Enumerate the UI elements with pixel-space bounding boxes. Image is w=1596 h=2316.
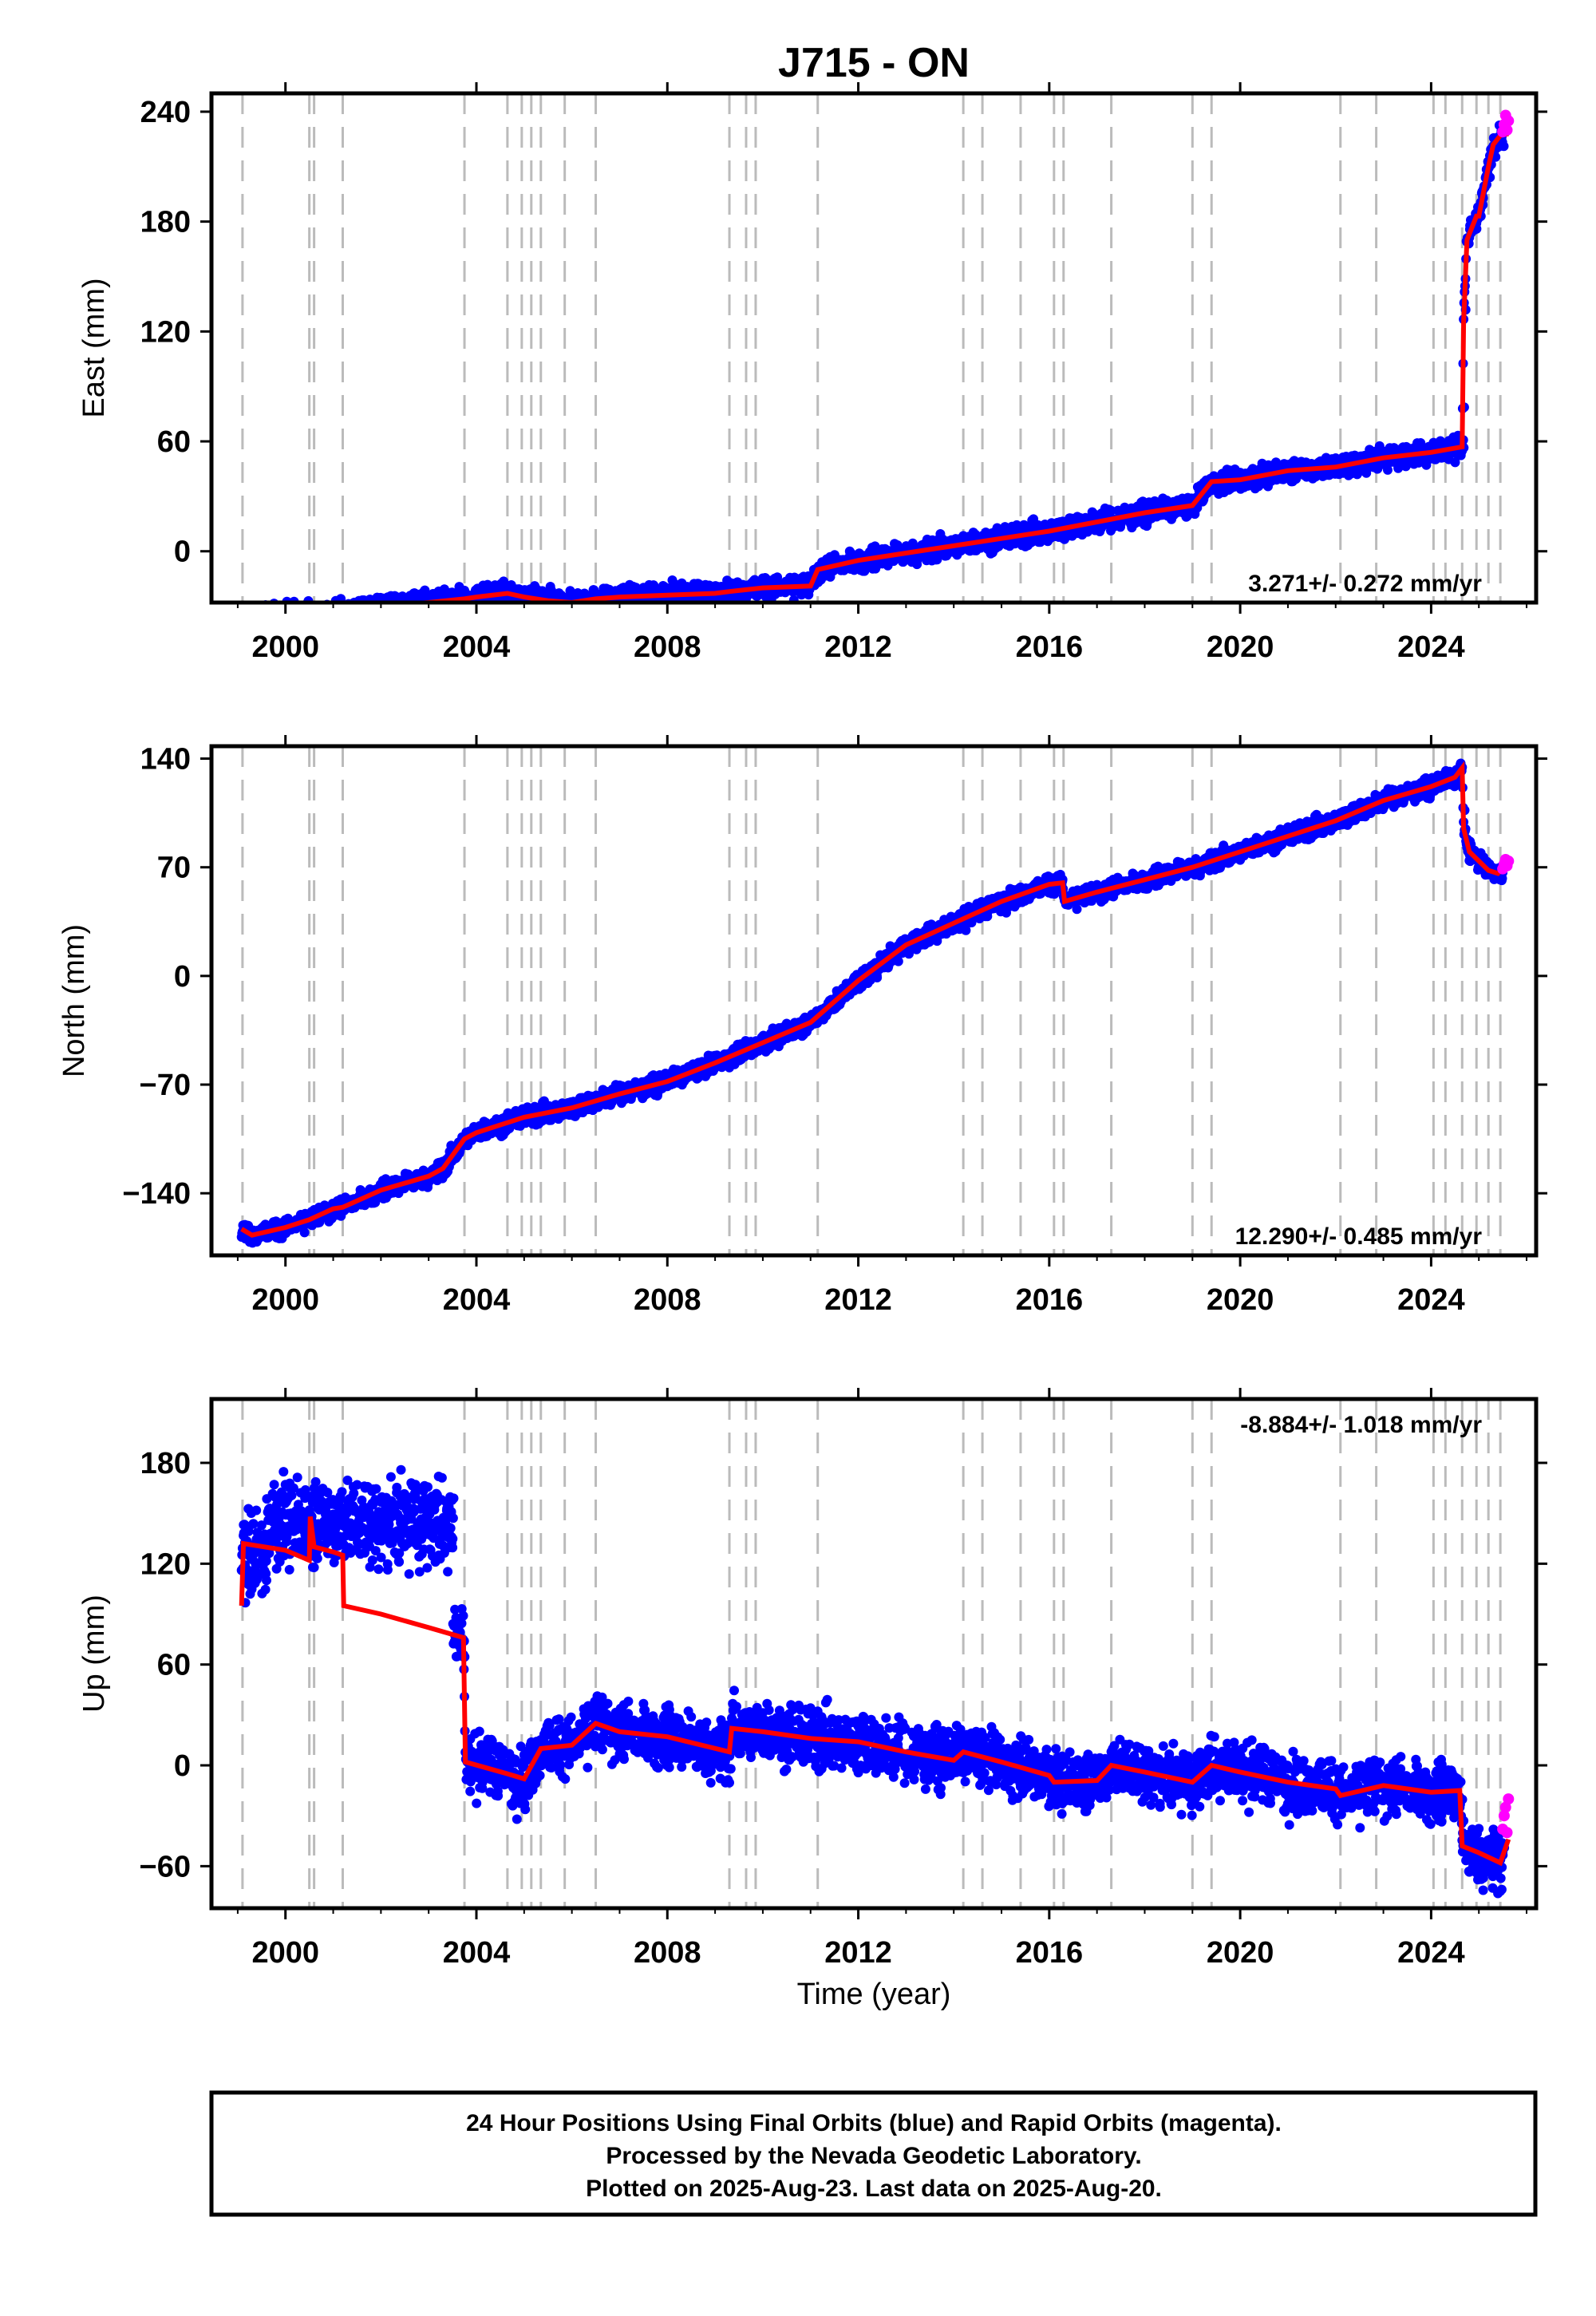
x-tick-label: 2008 [634,630,701,664]
final-orbit-point [299,1227,310,1238]
rapid-orbit-points [1497,109,1515,138]
y-tick-label: 180 [140,206,191,239]
y-axis: 0 60 120 180 240 [140,96,1547,569]
final-orbit-point [1499,141,1509,152]
x-tick-label: 2012 [824,630,892,664]
x-tick-label: 2000 [251,630,319,664]
final-orbit-point [1383,464,1393,475]
y-tick-label: 0 [174,536,191,569]
y-axis-label: East (mm) [77,278,111,417]
x-axis: 2000 2004 2008 2012 2016 2020 2024 [236,82,1528,664]
rapid-orbit-point [1501,124,1513,136]
x-tick-label: 2016 [1016,630,1084,664]
x-tick-label: 2020 [1207,630,1274,664]
x-tick-label: 2004 [443,630,511,664]
offset-lines [241,93,1502,603]
velocity-rate-label: 3.271+/- 0.272 mm/yr [1248,571,1482,597]
y-tick-label: 240 [140,96,191,129]
east-panel: 2000 2004 2008 2012 2016 2020 2024 0 60 120 180 240… [77,82,1547,664]
rapid-orbit-point [1503,115,1515,127]
x-tick-label: 2024 [1397,630,1465,664]
north-panel: 2000 2004 2008 2012 2016 2020 2024−140−7007014… [57,735,1547,1317]
panel-frame [209,91,1539,605]
chart-title: J715 - ON [778,40,970,86]
y-tick-label: 60 [157,425,191,459]
y-tick-label: 120 [140,315,191,349]
offset-lines [241,746,1502,1255]
final-orbit-point [1106,505,1116,516]
final-orbit-point [336,594,346,603]
